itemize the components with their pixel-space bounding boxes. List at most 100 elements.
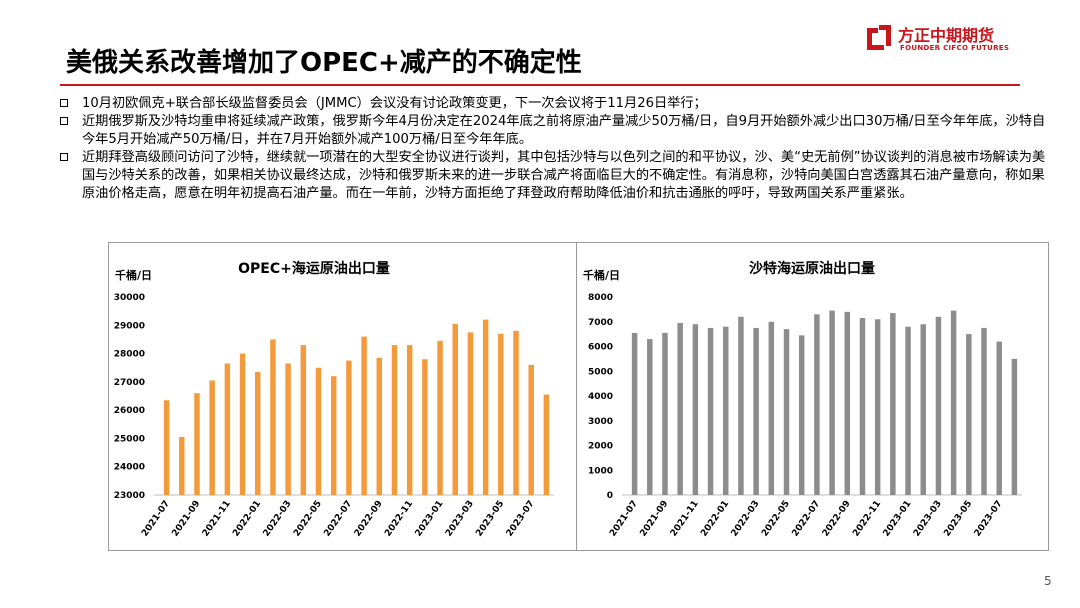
bullet-item: 近期拜登高级顾问访问了沙特，继续就一项潜在的大型安全协议进行谈判，其中包括沙特与… <box>58 149 1053 203</box>
bar <box>498 333 504 495</box>
bar <box>315 367 322 495</box>
y-tick-label: 27000 <box>114 378 145 388</box>
y-tick-label: 23000 <box>114 491 145 501</box>
bar <box>300 345 307 495</box>
x-tick-label: 2023-03 <box>444 499 476 539</box>
logo-name-cn: 方正中期期货 <box>898 26 995 45</box>
founder-logo-icon <box>867 25 891 50</box>
x-tick-label: 2021-11 <box>669 499 701 539</box>
x-tick-label: 2022-11 <box>851 499 883 539</box>
y-axis-unit: 千桶/日 <box>583 268 620 282</box>
x-tick-label: 2023-07 <box>973 499 1005 539</box>
page-title: 美俄关系改善增加了OPEC+减产的不确定性 <box>66 48 582 78</box>
x-tick-label: 2022-05 <box>760 499 792 539</box>
y-axis-unit: 千桶/日 <box>115 268 152 282</box>
bar <box>631 332 638 495</box>
bar <box>783 329 790 495</box>
bar <box>723 326 729 495</box>
x-tick-label: 2023-03 <box>912 499 944 539</box>
bar <box>662 332 668 495</box>
bar <box>194 393 200 495</box>
x-tick-label: 2021-11 <box>201 499 233 539</box>
x-tick-label: 2021-07 <box>140 499 172 539</box>
company-logo: 方正中期期货 FOUNDER CIFCO FUTURES <box>864 22 1024 56</box>
bullet-square-icon <box>60 153 68 161</box>
bar <box>209 380 215 495</box>
bar <box>966 334 972 495</box>
y-tick-label: 8000 <box>588 293 613 303</box>
bar <box>376 357 383 495</box>
x-tick-label: 2023-05 <box>474 499 506 539</box>
bullet-text: 近期俄罗斯及沙特均重申将延续减产政策，俄罗斯今年4月份决定在2024年底之前将原… <box>82 114 1046 147</box>
bar <box>270 339 276 495</box>
opec-export-chart: OPEC+海运原油出口量 千桶/日 30000 29000 28000 27000 2600… <box>108 242 581 551</box>
y-tick-label: 2000 <box>588 442 613 452</box>
bar <box>647 339 653 495</box>
x-tick-label: 2022-07 <box>322 499 354 539</box>
bullet-item: 10月初欧佩克+联合部长级监督委员会（JMMC）会议没有讨论政策变更，下一次会议… <box>58 95 1053 113</box>
y-tick-label: 29000 <box>114 321 145 331</box>
bar <box>255 371 261 495</box>
bar <box>814 314 820 495</box>
y-tick-label: 0 <box>607 491 613 501</box>
x-tick-label: 2022-11 <box>383 499 415 539</box>
y-tick-label: 28000 <box>114 350 145 360</box>
bullet-item: 近期俄罗斯及沙特均重申将延续减产政策，俄罗斯今年4月份决定在2024年底之前将原… <box>58 113 1053 149</box>
bar <box>163 400 170 495</box>
chart-svg: 沙特海运原油出口量 千桶/日 8000 7000 6000 5000 4000 3000 200… <box>583 260 1022 539</box>
x-tick-label: 2022-09 <box>353 499 385 539</box>
chart-title: 沙特海运原油出口量 <box>749 260 875 277</box>
bar <box>224 363 231 495</box>
y-tick-label: 3000 <box>588 417 613 427</box>
chart-title: OPEC+海运原油出口量 <box>238 260 390 277</box>
x-tick-label: 2021-07 <box>608 499 640 539</box>
y-tick-label: 4000 <box>588 392 613 402</box>
y-tick-label: 30000 <box>114 293 145 303</box>
bar <box>346 360 352 495</box>
x-tick-label: 2022-01 <box>699 499 731 539</box>
bar <box>437 340 443 495</box>
bar <box>859 318 866 495</box>
bar <box>874 319 881 495</box>
bar <box>707 327 714 495</box>
x-tick-label: 2022-01 <box>231 499 263 539</box>
x-tick-label: 2023-01 <box>414 499 446 539</box>
bar <box>996 341 1002 495</box>
page-number: 5 <box>1044 574 1052 588</box>
bar <box>692 324 699 495</box>
bullet-square-icon <box>60 99 68 107</box>
bar <box>905 326 911 495</box>
x-tick-label: 2022-03 <box>730 499 762 539</box>
bar <box>543 394 550 495</box>
bar <box>890 313 896 495</box>
bar <box>422 359 428 495</box>
bar <box>528 364 534 495</box>
bar <box>935 316 942 495</box>
y-tick-label: 26000 <box>114 406 145 416</box>
bullet-text: 10月初欧佩克+联合部长级监督委员会（JMMC）会议没有讨论政策变更，下一次会议… <box>82 96 707 111</box>
y-tick-label: 25000 <box>114 434 145 444</box>
y-tick-label: 5000 <box>588 367 613 377</box>
x-tick-label: 2023-05 <box>942 499 974 539</box>
y-tick-label: 7000 <box>588 318 613 328</box>
title-divider <box>60 84 1020 86</box>
bar <box>361 336 367 495</box>
bar <box>239 353 246 495</box>
x-tick-label: 2021-09 <box>639 499 671 539</box>
bullet-text: 近期拜登高级顾问访问了沙特，继续就一项潜在的大型安全协议进行谈判，其中包括沙特与… <box>82 150 1046 201</box>
bullet-list: 10月初欧佩克+联合部长级监督委员会（JMMC）会议没有讨论政策变更，下一次会议… <box>58 95 1053 203</box>
bar <box>920 324 926 495</box>
bullet-square-icon <box>60 117 68 125</box>
y-tick-label: 1000 <box>588 466 613 476</box>
bar <box>981 327 987 495</box>
bar <box>391 345 398 495</box>
bar <box>179 437 185 495</box>
bar <box>768 321 775 495</box>
bar <box>467 332 474 495</box>
bar <box>798 335 805 495</box>
bar <box>482 319 489 495</box>
y-tick-label: 24000 <box>114 463 145 473</box>
bar <box>844 311 851 495</box>
chart-svg: OPEC+海运原油出口量 千桶/日 30000 29000 28000 27000 2600… <box>114 260 554 539</box>
bar <box>330 376 337 495</box>
